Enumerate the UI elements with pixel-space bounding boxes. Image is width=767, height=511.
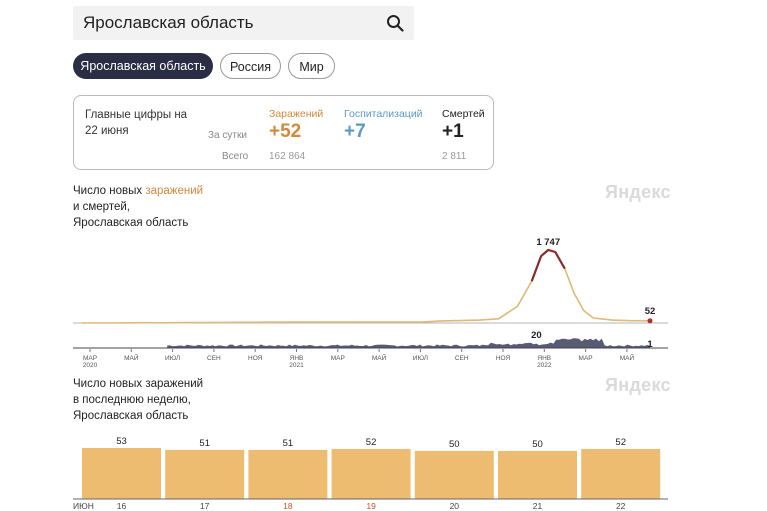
- x-tick-label: ИЮЛ: [165, 355, 180, 362]
- deaths-area: [167, 338, 650, 348]
- total-row-label: Всего: [222, 151, 249, 162]
- chart2-title-line3: Ярославская область: [73, 410, 189, 422]
- yandex-watermark-2: Яндекс: [605, 375, 671, 395]
- chart2-title-line1: Число новых заражений: [73, 378, 204, 390]
- deaths-peak-label: 20: [531, 330, 542, 341]
- deaths-end-label: 1: [647, 339, 653, 350]
- x-tick-label: ИЮЛ: [413, 355, 428, 362]
- bar-category-label: 18: [283, 501, 293, 511]
- infections-end-label: 52: [645, 306, 656, 317]
- infections-peak-segment: [530, 248, 566, 282]
- bar-value-label: 50: [532, 439, 543, 450]
- x-tick-label: МАР: [83, 355, 97, 362]
- bar-value-label: 51: [283, 438, 294, 449]
- x-tick-year: 2021: [289, 362, 304, 369]
- bar-value-label: 52: [615, 437, 626, 448]
- bar: [581, 448, 661, 499]
- infections-daily: +52: [269, 121, 302, 142]
- infections-peak-label: 1 747: [536, 237, 560, 248]
- hospital-header: Госпитализаций: [344, 108, 423, 120]
- bar-category-label: 17: [200, 501, 210, 511]
- deaths-header: Смертей: [442, 108, 485, 120]
- bar-value-label: 50: [449, 439, 460, 450]
- infections-total: 162 864: [269, 151, 306, 162]
- tab-yaroslavl[interactable]: Ярославская область: [73, 53, 213, 79]
- summary-card: Главные цифры на 22 июня За сутки Всего …: [73, 95, 494, 170]
- bar-month-label: ИЮН: [73, 501, 94, 511]
- x-tick-label: НОЯ: [248, 355, 263, 362]
- x-tick-label: ЯНВ: [290, 355, 304, 362]
- x-tick-label: МАЙ: [620, 353, 635, 362]
- x-tick-label: СЕН: [455, 355, 469, 362]
- x-tick-label: МАР: [331, 355, 345, 362]
- tab-russia[interactable]: Россия: [220, 53, 281, 79]
- chart1-title-accent: заражений: [145, 185, 204, 197]
- infections-end-point: [647, 318, 653, 324]
- bar-category-label: 21: [533, 501, 543, 511]
- x-tick-label: МАЙ: [124, 353, 139, 362]
- bar-value-label: 52: [366, 437, 377, 448]
- chart1-title: Число новых заражений и смертей, Ярослав…: [73, 183, 203, 231]
- x-tick-label: ЯНВ: [537, 355, 551, 362]
- bar-value-label: 53: [116, 436, 127, 447]
- summary-title-line2: 22 июня: [85, 125, 129, 137]
- chart1-title-line2: и смертей,: [73, 201, 130, 213]
- search-input[interactable]: Ярославская область: [83, 13, 254, 32]
- weekly-infections-bar-chart: 53 16 51 17 51 18 52 19 50 20 50 21 52 22 ИЮН: [73, 436, 668, 511]
- search-box[interactable]: Ярославская область: [73, 6, 414, 40]
- bar: [82, 448, 161, 499]
- bar: [165, 449, 245, 499]
- bar: [248, 449, 328, 499]
- bar: [331, 448, 411, 499]
- bar-category-label: 20: [450, 501, 460, 511]
- chart2-title: Число новых заражений в последнюю неделю…: [73, 376, 203, 424]
- bar-category-label: 22: [616, 501, 626, 511]
- bar: [414, 450, 494, 499]
- x-tick-label: МАР: [579, 355, 593, 362]
- x-tick-year: 2022: [537, 362, 552, 369]
- chart1-title-part1: Число новых: [73, 185, 146, 197]
- bar: [498, 450, 577, 499]
- x-tick-year: 2020: [83, 362, 98, 369]
- infections-header: Заражений: [269, 108, 324, 120]
- deaths-daily: +1: [442, 121, 464, 142]
- x-tick-label: СЕН: [207, 355, 221, 362]
- daily-row-label: За сутки: [208, 130, 247, 141]
- hospital-daily: +7: [344, 121, 366, 142]
- bar-value-label: 51: [199, 438, 210, 449]
- yandex-watermark-1: Яндекс: [605, 182, 671, 202]
- deaths-total: 2 811: [442, 151, 467, 162]
- summary-title-line1: Главные цифры на: [85, 109, 188, 121]
- infections-line: [82, 249, 651, 324]
- search-icon[interactable]: [386, 14, 404, 32]
- x-tick-label: НОЯ: [496, 355, 511, 362]
- chart1-title-line3: Ярославская область: [73, 217, 189, 229]
- tab-world[interactable]: Мир: [288, 53, 335, 79]
- bar-category-label: 16: [117, 501, 127, 511]
- bar-category-label: 19: [366, 501, 376, 511]
- chart2-title-line2: в последнюю неделю,: [73, 394, 191, 406]
- x-tick-label: МАЙ: [372, 353, 387, 362]
